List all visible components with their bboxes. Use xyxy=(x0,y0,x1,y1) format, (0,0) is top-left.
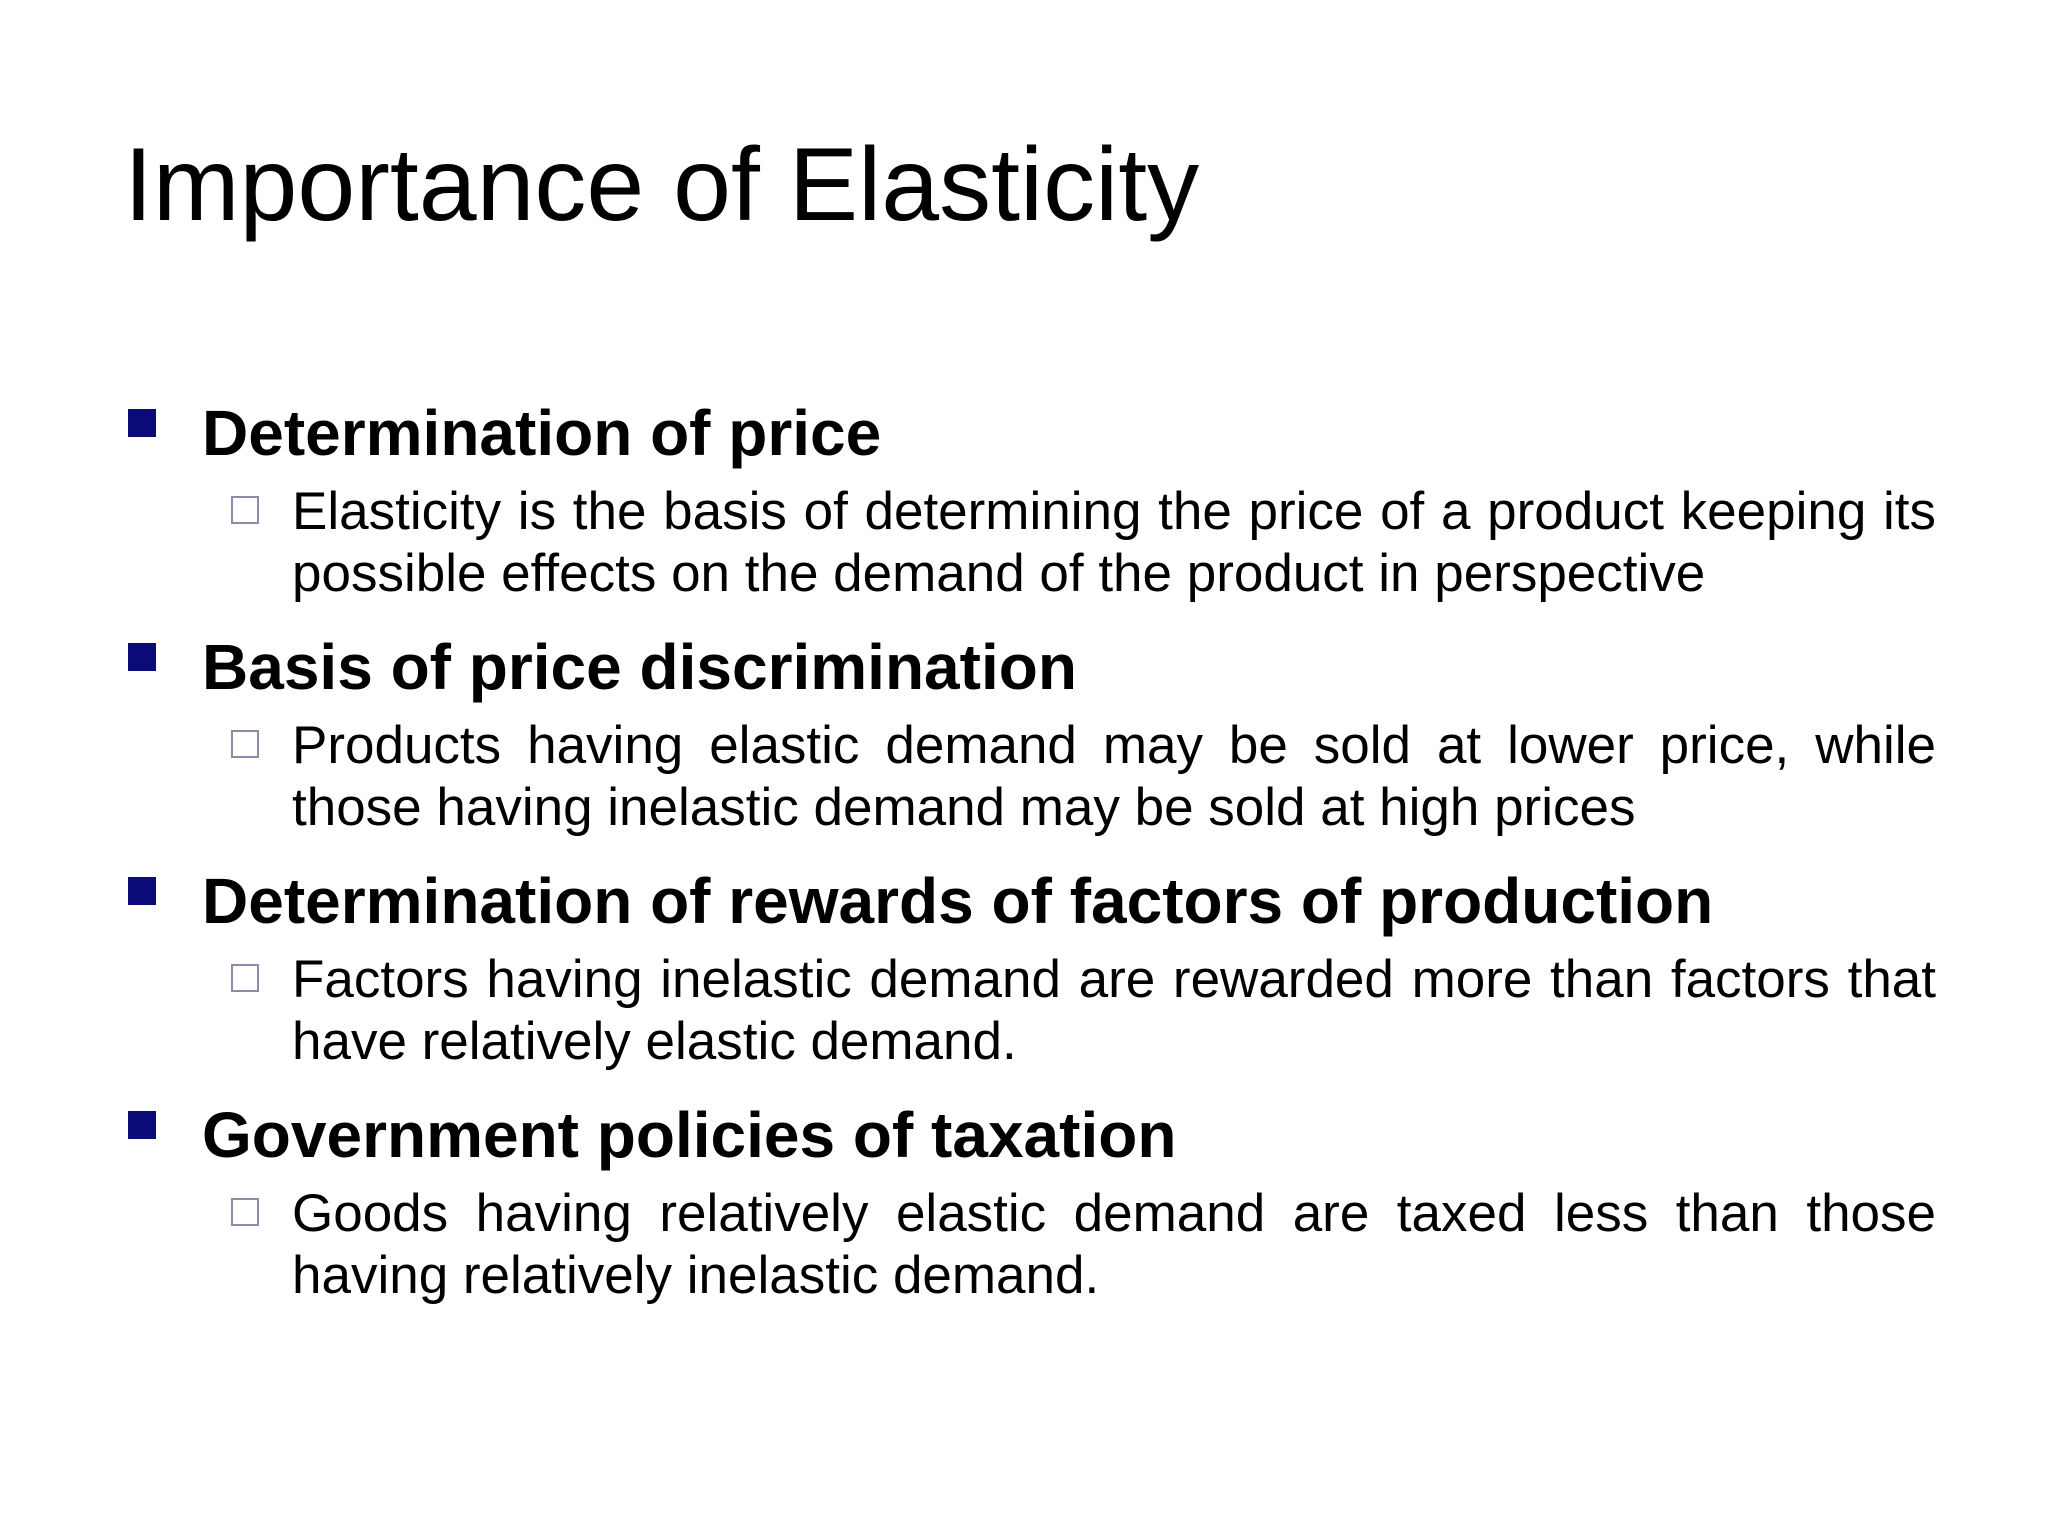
bullet-heading-text: Government policies of taxation xyxy=(202,1099,1177,1171)
sub-bullet: Products having elastic demand may be so… xyxy=(231,715,1936,839)
sub-bullet-text: Products having elastic demand may be so… xyxy=(292,716,1936,837)
bullet-heading-text: Determination of price xyxy=(202,397,882,469)
sub-bullet: Goods having relatively elastic demand a… xyxy=(231,1183,1936,1307)
hollow-square-bullet-icon xyxy=(231,1198,259,1226)
square-bullet-icon xyxy=(128,643,156,671)
slide-title: Importance of Elasticity xyxy=(124,127,1200,243)
hollow-square-bullet-icon xyxy=(231,730,259,758)
sub-bullet: Elasticity is the basis of determining t… xyxy=(231,481,1936,605)
sub-bullet: Factors having inelastic demand are rewa… xyxy=(231,949,1936,1073)
bullet-item-price-discrimination: Basis of price discrimination Products h… xyxy=(124,619,1936,839)
bullet-heading: Determination of price xyxy=(124,385,1936,481)
sub-bullet-text: Goods having relatively elastic demand a… xyxy=(292,1184,1936,1305)
hollow-square-bullet-icon xyxy=(231,964,259,992)
square-bullet-icon xyxy=(128,1111,156,1139)
bullet-item-factor-rewards: Determination of rewards of factors of p… xyxy=(124,853,1936,1073)
bullet-heading: Basis of price discrimination xyxy=(124,619,1936,715)
square-bullet-icon xyxy=(128,409,156,437)
bullet-item-determination-of-price: Determination of price Elasticity is the… xyxy=(124,385,1936,605)
sub-bullet-text: Elasticity is the basis of determining t… xyxy=(292,482,1936,603)
square-bullet-icon xyxy=(128,877,156,905)
hollow-square-bullet-icon xyxy=(231,496,259,524)
bullet-heading-text: Basis of price discrimination xyxy=(202,631,1077,703)
bullet-heading-text: Determination of rewards of factors of p… xyxy=(202,865,1714,937)
bullet-heading: Determination of rewards of factors of p… xyxy=(124,853,1936,949)
bullet-item-taxation-policies: Government policies of taxation Goods ha… xyxy=(124,1087,1936,1307)
bullet-heading: Government policies of taxation xyxy=(124,1087,1936,1183)
bullet-list: Determination of price Elasticity is the… xyxy=(124,385,1936,1321)
sub-bullet-text: Factors having inelastic demand are rewa… xyxy=(292,950,1936,1071)
